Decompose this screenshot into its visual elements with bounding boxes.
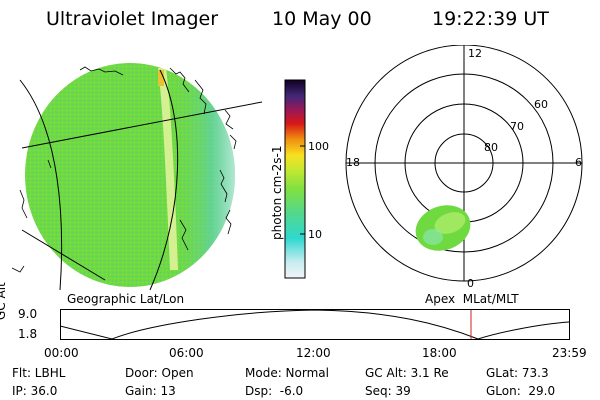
mlt-label-12: 12	[468, 47, 482, 60]
info-mode: Mode: Normal	[245, 366, 329, 380]
geographic-grid	[19, 69, 263, 291]
altitude-ytick-max: 9.0	[18, 307, 38, 321]
info-dsp: Dsp: -6.0	[245, 384, 304, 398]
info-glat: GLat: 73.3	[486, 366, 549, 380]
time-label: 19:22:39 UT	[432, 8, 549, 30]
mlat-label-60: 60	[534, 98, 548, 111]
colorbar	[284, 79, 306, 279]
altitude-ytick-min: 1.8	[18, 327, 38, 341]
info-ip: IP: 36.0	[12, 384, 58, 398]
altitude-ylabel: GC Alt	[0, 282, 8, 320]
info-filter: Flt: LBHL	[12, 366, 66, 380]
mlat-label-80: 80	[484, 141, 498, 154]
info-door: Door: Open	[125, 366, 194, 380]
date-label: 10 May 00	[272, 8, 372, 30]
colorbar-tick-100: 100	[308, 140, 329, 153]
time-tick-1200: 12:00	[296, 346, 331, 360]
instrument-title: Ultraviolet Imager	[46, 8, 219, 30]
colorbar-unit-label: photon cm-2s-1	[270, 145, 284, 241]
colorbar-tick-10: 10	[308, 228, 322, 241]
polar-auroral-oval	[415, 205, 471, 251]
polar-plot	[345, 45, 583, 282]
info-seq: Seq: 39	[365, 384, 411, 398]
info-glon: GLon: 29.0	[486, 384, 556, 398]
apex-label: Apex MLat/MLT	[425, 292, 519, 306]
mlat-label-70: 70	[510, 120, 524, 133]
mlt-label-6: 6	[575, 156, 582, 169]
altitude-curve	[60, 309, 570, 340]
uv-image-panel	[11, 63, 263, 291]
auroral-bright-spot	[158, 70, 164, 86]
time-tick-2359: 23:59	[552, 346, 587, 360]
time-tick-1800: 18:00	[422, 346, 457, 360]
time-tick-0000: 00:00	[44, 346, 79, 360]
coastlines	[11, 66, 237, 273]
mlt-label-0: 0	[467, 277, 474, 290]
info-gain: Gain: 13	[125, 384, 176, 398]
altitude-plot	[60, 309, 570, 340]
auroral-arc	[158, 68, 178, 270]
mlt-label-18: 18	[346, 156, 360, 169]
info-gc-alt: GC Alt: 3.1 Re	[365, 366, 449, 380]
time-tick-0600: 06:00	[169, 346, 204, 360]
geographic-label: Geographic Lat/Lon	[67, 292, 185, 306]
earth-disk	[25, 63, 235, 287]
